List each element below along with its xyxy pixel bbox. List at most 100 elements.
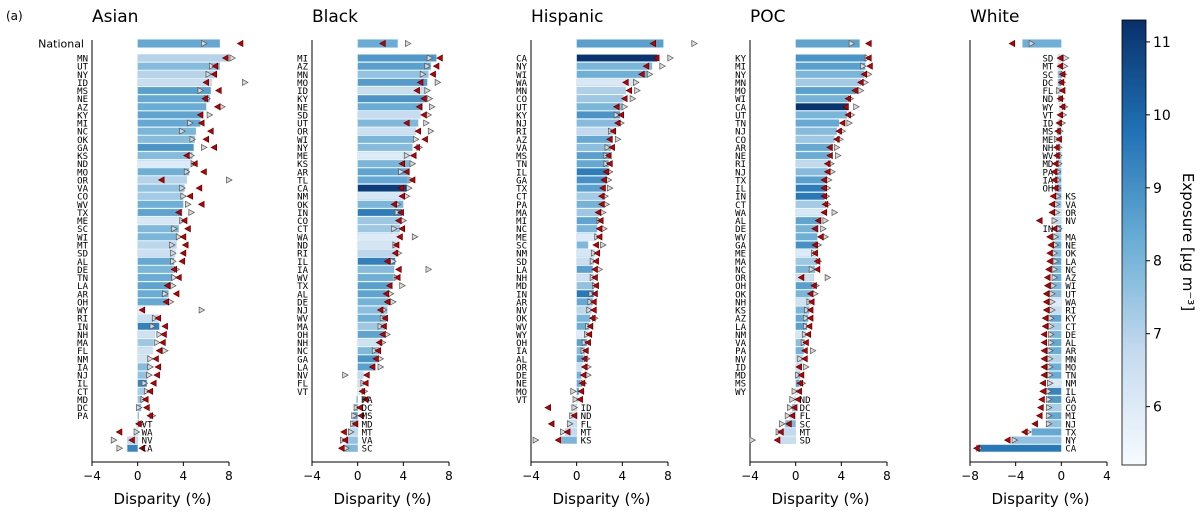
state-bar — [795, 119, 840, 127]
marker-red-triangle — [596, 217, 604, 225]
state-label: NJ — [1065, 420, 1076, 430]
marker-red-triangle — [649, 39, 657, 48]
marker-red-triangle — [1056, 62, 1064, 70]
marker-red-triangle — [820, 192, 828, 200]
state-label: UT — [516, 103, 527, 113]
state-bar — [795, 160, 829, 168]
marker-grey-triangle — [1052, 233, 1060, 241]
marker-red-triangle — [149, 379, 157, 387]
state-label: NV — [516, 307, 527, 317]
marker-red-triangle — [420, 95, 427, 103]
state-bar — [795, 225, 819, 233]
state-label: NH — [735, 298, 746, 308]
panel-title: Hispanic — [531, 7, 603, 27]
state-label: MD — [735, 372, 746, 382]
marker-red-triangle — [821, 200, 829, 208]
x-tick-label: −4 — [303, 469, 321, 483]
marker-grey-triangle — [201, 39, 208, 48]
state-label: MA — [77, 339, 88, 349]
marker-red-triangle — [361, 379, 369, 387]
state-label: PA — [1042, 168, 1053, 178]
state-label: NE — [735, 152, 746, 162]
state-label: LA — [297, 363, 308, 373]
state-label: SD — [1042, 55, 1053, 65]
state-label: MI — [297, 55, 308, 65]
marker-grey-triangle — [605, 176, 613, 184]
marker-grey-triangle — [205, 70, 213, 78]
marker-red-triangle — [1040, 363, 1048, 371]
state-label: ID — [1042, 120, 1053, 130]
marker-red-triangle — [1051, 160, 1059, 168]
marker-grey-triangle — [198, 306, 206, 314]
marker-red-triangle — [221, 54, 229, 62]
marker-red-triangle — [397, 184, 404, 192]
state-bar — [137, 330, 155, 339]
state-label: OK — [1065, 250, 1076, 260]
marker-grey-triangle — [206, 111, 214, 119]
colorbar-tick-label: 7 — [1153, 327, 1162, 343]
marker-red-triangle — [1040, 347, 1048, 355]
state-label: ND — [800, 396, 811, 406]
state-label: IN — [735, 193, 746, 203]
state-label: KY — [77, 111, 88, 121]
state-label: CO — [1065, 404, 1076, 414]
state-bar — [346, 436, 358, 444]
state-label: NJ — [77, 372, 88, 382]
marker-red-triangle — [820, 208, 828, 217]
state-label: TN — [735, 120, 746, 130]
marker-red-triangle — [1040, 355, 1048, 363]
marker-grey-triangle — [170, 282, 177, 290]
state-label: WY — [516, 331, 527, 341]
state-bar — [576, 314, 591, 322]
state-bar — [357, 281, 391, 290]
state-label: LA — [735, 323, 746, 333]
state-bar — [137, 387, 145, 395]
state-bar — [137, 95, 210, 103]
state-label: LA — [77, 282, 88, 292]
marker-red-triangle — [395, 265, 402, 273]
state-label: TL — [297, 176, 308, 186]
state-label: IA — [297, 266, 308, 276]
state-bar — [576, 111, 621, 119]
marker-red-triangle — [1058, 103, 1066, 111]
marker-red-triangle — [788, 412, 796, 420]
marker-red-triangle — [638, 70, 645, 78]
state-label: TN — [516, 160, 527, 170]
marker-grey-triangle — [149, 322, 157, 330]
state-bar — [576, 216, 599, 225]
marker-grey-triangle — [169, 241, 176, 249]
marker-red-triangle — [579, 371, 587, 379]
marker-grey-triangle — [784, 412, 792, 420]
marker-red-triangle — [341, 436, 348, 444]
state-bar — [137, 70, 217, 78]
state-label: ME — [297, 152, 308, 162]
state-bar — [781, 428, 796, 436]
state-bar — [795, 95, 848, 103]
state-bar — [137, 355, 150, 363]
panel-title: Asian — [92, 7, 138, 27]
marker-grey-triangle — [571, 404, 579, 412]
state-label: MI — [516, 217, 527, 227]
state-label: NM — [1065, 380, 1076, 390]
x-tick-label: 0 — [354, 469, 362, 483]
state-bar — [137, 103, 207, 111]
state-label: KY — [297, 95, 308, 105]
marker-red-triangle — [1050, 168, 1058, 176]
marker-grey-triangle — [812, 290, 819, 298]
marker-grey-triangle — [570, 387, 577, 395]
panel-white: White −8 −4 0 4 Disparity (%) SDMTSCDCFLNDWYVT… — [961, 7, 1111, 508]
state-bar — [357, 371, 364, 379]
state-label: MO — [735, 87, 746, 97]
marker-red-triangle — [1041, 322, 1049, 330]
state-label: IL — [516, 168, 527, 178]
x-tick-label: −4 — [522, 469, 540, 483]
state-label: SD — [77, 250, 88, 260]
state-label: VT — [1042, 111, 1053, 121]
marker-red-triangle — [777, 428, 784, 436]
marker-red-triangle — [210, 143, 218, 152]
state-label: SC — [800, 420, 811, 430]
state-bar — [137, 192, 184, 200]
marker-red-triangle — [806, 314, 814, 322]
state-label: OK — [735, 290, 746, 300]
marker-grey-triangle — [604, 143, 612, 152]
